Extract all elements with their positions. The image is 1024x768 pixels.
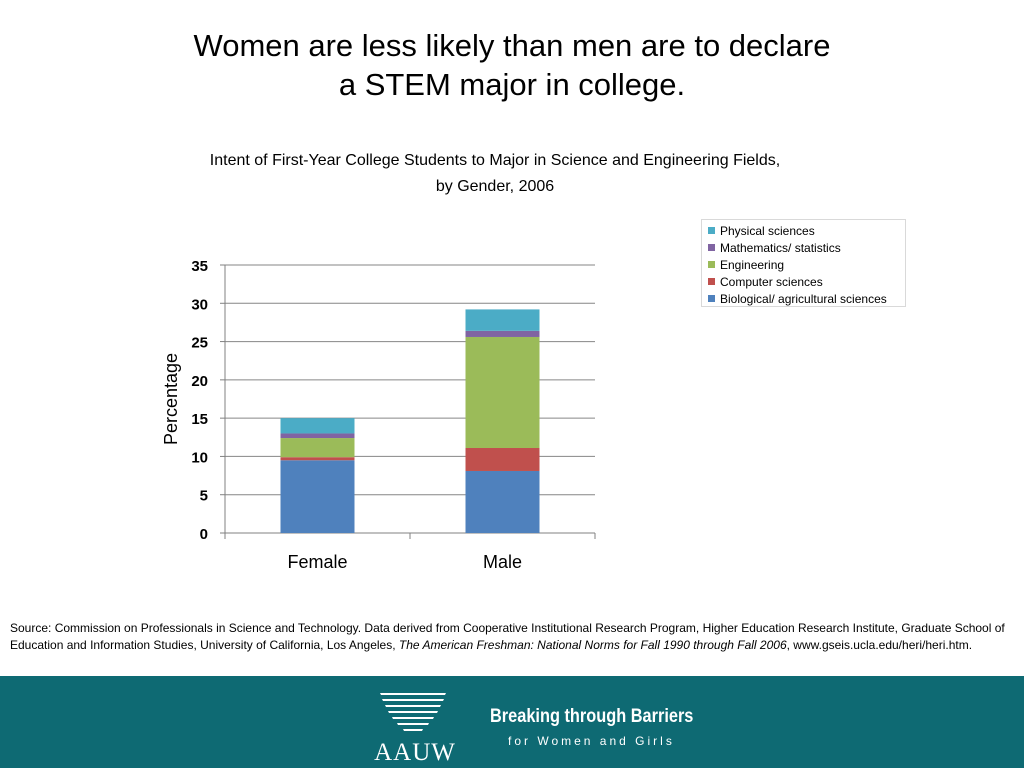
bar-female-4	[280, 418, 355, 434]
legend-label: Engineering	[720, 257, 785, 272]
chart-title: Intent of First-Year College Students to…	[120, 148, 870, 200]
chart-legend: Physical sciences Mathematics/ statistics…	[701, 219, 906, 307]
y-tick-label-10: 10	[191, 449, 208, 466]
stacked-bar-chart: 0 5 10 15 20 25 30 35 Female Male Percentage	[161, 258, 596, 572]
y-axis-label: Percentage	[161, 353, 181, 445]
bar-male-2	[465, 336, 540, 449]
y-tick-label-5: 5	[200, 488, 208, 505]
legend-swatch	[708, 295, 715, 302]
chart-title-line2: by Gender, 2006	[435, 178, 555, 195]
bar-female-2	[280, 438, 355, 458]
y-tick-label-15: 15	[191, 411, 208, 428]
y-tick-label-35: 35	[191, 258, 208, 275]
legend-swatch	[708, 261, 715, 268]
x-tick-label-male: Male	[483, 552, 522, 572]
source-suffix: , www.gseis.ucla.edu/heri/heri.htm.	[786, 638, 973, 652]
source-prefix: Source: Commission on Professionals in S…	[10, 621, 1005, 652]
legend-label: Biological/ agricultural sciences	[720, 291, 887, 306]
slide-title: Women are less likely than men are to de…	[0, 26, 1024, 104]
legend-item: Engineering	[708, 256, 905, 273]
legend-label: Physical sciences	[720, 223, 815, 238]
legend-swatch	[708, 227, 715, 234]
y-tick-label-20: 20	[191, 373, 208, 390]
bar-male-4	[465, 309, 540, 331]
footer-banner: AAUW Breaking through Barriers for Women…	[0, 676, 1024, 768]
bar-male-1	[465, 448, 540, 471]
aauw-logo-icon	[380, 693, 446, 731]
tagline-sub: for Women and Girls	[508, 734, 675, 748]
bar-female-1	[280, 457, 355, 461]
y-tick-label-30: 30	[191, 296, 208, 313]
bar-female-0	[280, 460, 355, 533]
y-tick-label-0: 0	[200, 526, 208, 543]
source-note: Source: Commission on Professionals in S…	[10, 620, 1015, 654]
logo-text: AAUW	[374, 739, 456, 766]
legend-swatch	[708, 278, 715, 285]
bar-male-3	[465, 330, 540, 337]
bar-male-0	[465, 470, 540, 533]
legend-label: Computer sciences	[720, 274, 823, 289]
legend-swatch	[708, 244, 715, 251]
legend-item: Physical sciences	[708, 222, 905, 239]
x-tick-label-female: Female	[287, 552, 347, 572]
legend-item: Mathematics/ statistics	[708, 239, 905, 256]
legend-item: Biological/ agricultural sciences	[708, 290, 905, 307]
legend-item: Computer sciences	[708, 273, 905, 290]
aauw-logo: AAUW	[370, 688, 460, 766]
slide-title-line2: a STEM major in college.	[338, 67, 686, 102]
legend-label: Mathematics/ statistics	[720, 240, 841, 255]
y-tick-label-25: 25	[191, 335, 208, 352]
bar-female-3	[280, 433, 355, 439]
slide-title-line1: Women are less likely than men are to de…	[193, 28, 831, 63]
source-title: The American Freshman: National Norms fo…	[398, 638, 787, 652]
tagline-main: Breaking through Barriers	[490, 706, 694, 727]
chart-title-line1: Intent of First-Year College Students to…	[209, 152, 781, 169]
